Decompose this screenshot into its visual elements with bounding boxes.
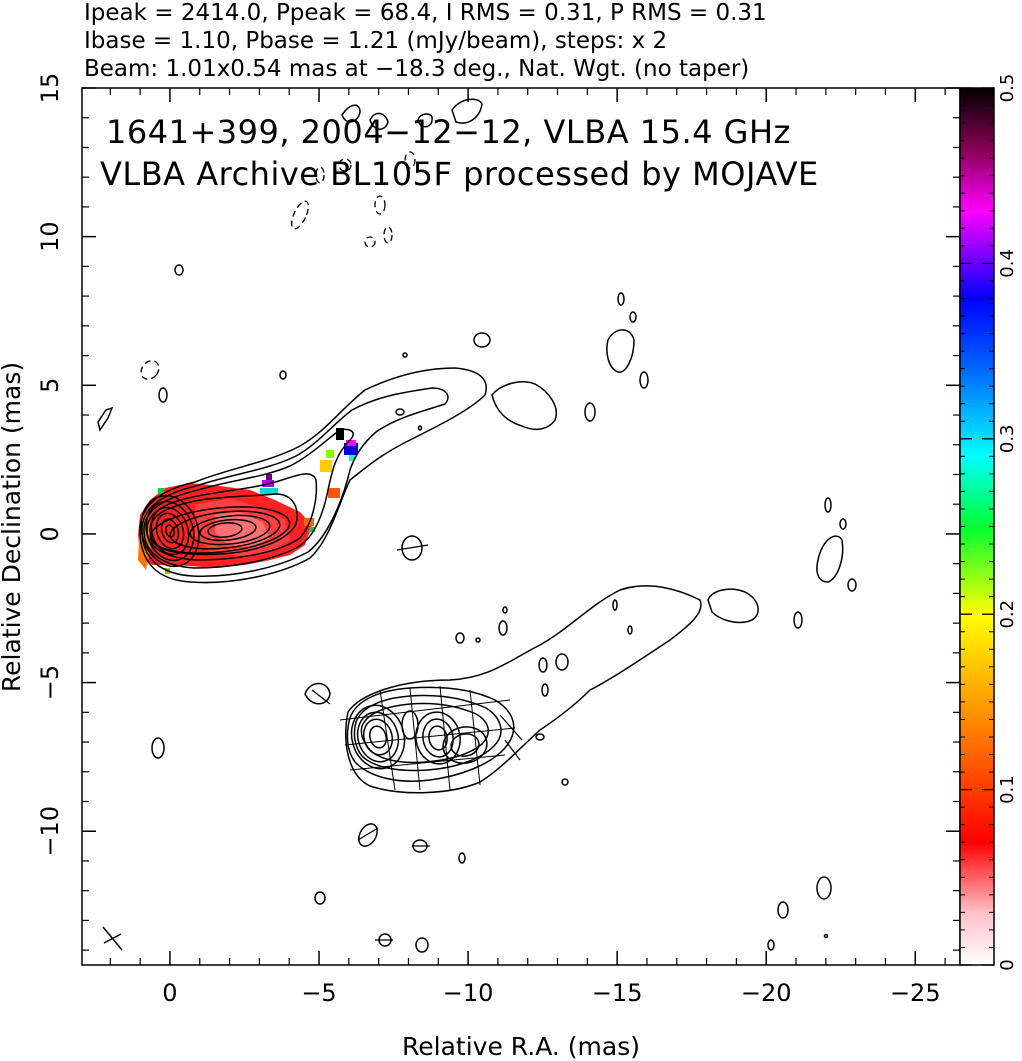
x-axis-ticks: 0 −5 −10 −15 −20 −25 <box>109 88 946 1007</box>
chart-title: 1641+399, 2004−12−12, VLBA 15.4 GHz <box>106 113 791 151</box>
header-line-3: Beam: 1.01x0.54 mas at −18.3 deg., Nat. … <box>84 56 749 82</box>
y-tick-label: 5 <box>36 378 64 393</box>
y-axis-ticks: −10 −5 0 5 10 15 <box>36 73 960 951</box>
beam-marker <box>102 926 123 951</box>
colorbar-tick-label: 0.3 <box>997 424 1018 453</box>
intensity-contours <box>97 98 857 953</box>
y-axis-label: Relative Declination (mas) <box>0 362 26 692</box>
x-tick-label: −20 <box>741 979 792 1007</box>
colorbar-tick-label: 0 <box>997 959 1018 970</box>
colorbar-tick-label: 0.2 <box>997 600 1018 629</box>
y-tick-label: 0 <box>36 526 64 541</box>
x-tick-label: −25 <box>890 979 941 1007</box>
y-tick-label: 15 <box>36 73 64 104</box>
colorbar-ticks: 0 0.1 0.2 0.3 0.4 0.5 <box>960 74 1018 971</box>
y-tick-label: 10 <box>36 221 64 252</box>
chart-subtitle: VLBA Archive BL105F processed by MOJAVE <box>100 155 819 193</box>
x-tick-label: 0 <box>162 979 177 1007</box>
x-tick-label: −5 <box>301 979 336 1007</box>
colorbar-tick-label: 0.1 <box>997 775 1018 804</box>
y-tick-label: −10 <box>36 806 64 857</box>
colorbar-tick-label: 0.5 <box>997 74 1018 103</box>
colorbar: 0 0.1 0.2 0.3 0.4 0.5 <box>959 74 1018 971</box>
colorbar-tick-label: 0.4 <box>997 249 1018 278</box>
x-tick-label: −10 <box>443 979 494 1007</box>
header-line-2: Ibase = 1.10, Pbase = 1.21 (mJy/beam), s… <box>84 28 667 54</box>
x-tick-label: −15 <box>592 979 643 1007</box>
header-line-1: Ipeak = 2414.0, Ppeak = 68.4, I RMS = 0.… <box>84 0 767 26</box>
x-axis-label: Relative R.A. (mas) <box>402 1032 640 1061</box>
y-tick-label: −5 <box>36 665 64 700</box>
